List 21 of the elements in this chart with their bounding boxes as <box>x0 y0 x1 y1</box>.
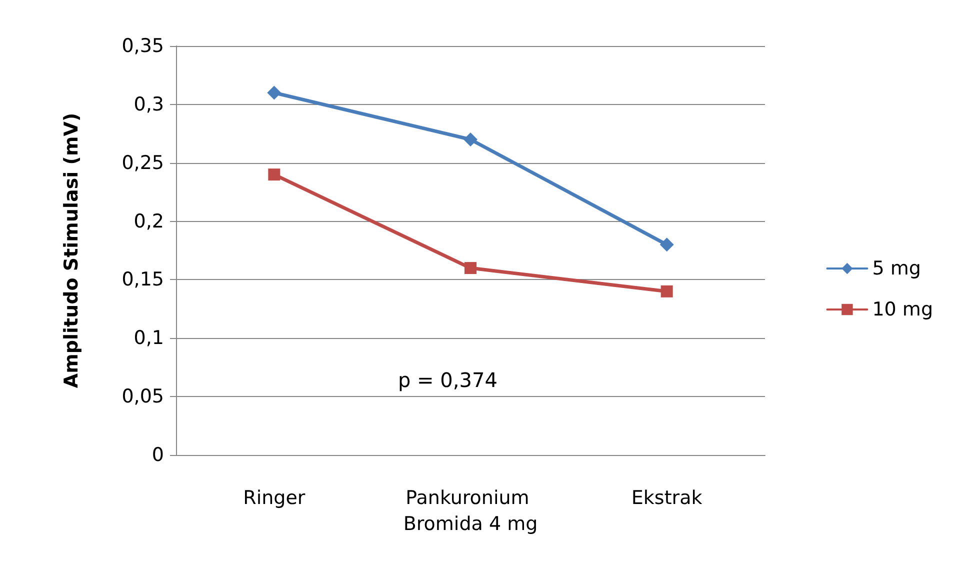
x-tick-label: Pankuronium Bromida 4 mg <box>403 487 538 535</box>
point <box>660 238 674 252</box>
y-tick-label: 0,35 <box>122 35 164 57</box>
legend-label: 10 mg <box>872 298 934 320</box>
y-tick-label: 0,3 <box>134 93 164 116</box>
point <box>267 86 282 100</box>
y-tick-label: 0,1 <box>134 327 164 350</box>
legend-label: 5 mg <box>872 258 921 280</box>
x-tick-label: Ringer <box>243 487 306 509</box>
y-tick-label: 0 <box>152 444 164 466</box>
y-axis-title: Amplitudo Stimulasi (mV) <box>60 112 82 388</box>
y-tick-label: 0,25 <box>122 152 164 174</box>
point <box>464 262 476 274</box>
y-tick-label: 0,05 <box>122 386 164 408</box>
point <box>268 168 280 181</box>
x-tick-label: Ekstrak <box>631 487 702 509</box>
point <box>464 132 478 146</box>
annotation: p = 0,374 <box>398 368 498 392</box>
point <box>660 285 673 298</box>
y-tick-label: 0,2 <box>134 210 164 232</box>
y-tick-label: 0,15 <box>122 268 164 291</box>
